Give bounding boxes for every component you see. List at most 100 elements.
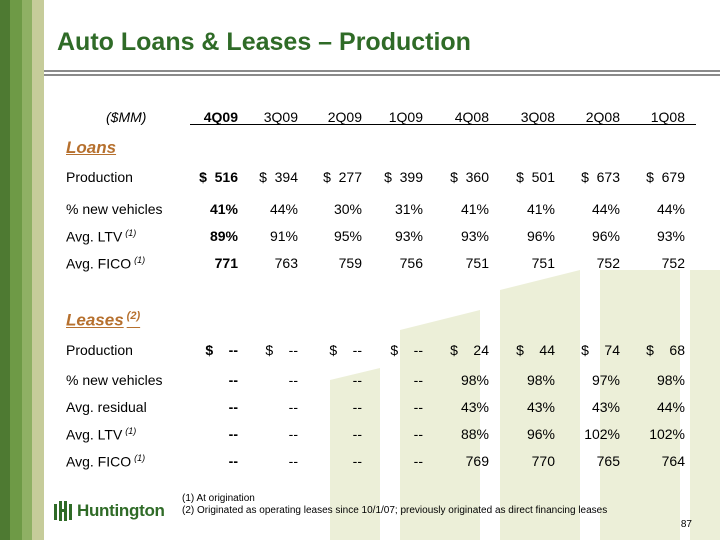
row-label-text: Production	[66, 342, 133, 358]
leases-cell: --	[288, 426, 298, 442]
leases-cell: $ 24	[450, 342, 489, 358]
sidebar-stripe	[0, 0, 10, 540]
leases-row-label: % new vehicles	[66, 372, 163, 388]
loans-row-label: Avg. LTV (1)	[66, 228, 136, 245]
leases-row-label: Production	[66, 342, 133, 358]
leases-cell: 43%	[591, 399, 620, 415]
leases-row-label: Avg. residual	[66, 399, 147, 415]
leases-cell: 98%	[526, 372, 555, 388]
loans-row-label: Production	[66, 169, 133, 185]
loans-cell: 752	[596, 255, 620, 271]
page-number: 87	[680, 519, 692, 530]
loans-cell: 30%	[333, 201, 362, 217]
loans-row-label: Avg. FICO (1)	[66, 255, 145, 272]
leases-row-label: Avg. FICO (1)	[66, 453, 145, 470]
loans-section-title: Loans	[66, 138, 116, 158]
column-header: 1Q09	[388, 109, 423, 125]
row-label-text: Avg. FICO	[66, 255, 132, 272]
loans-cell: 41%	[460, 201, 489, 217]
title-rule	[44, 70, 720, 72]
loans-cell: 96%	[591, 228, 620, 244]
loans-cell: 96%	[526, 228, 555, 244]
loans-cell: $ 673	[581, 169, 620, 185]
leases-cell: --	[228, 426, 238, 442]
leases-row-label: Avg. LTV (1)	[66, 426, 136, 443]
loans-cell: 41%	[526, 201, 555, 217]
loans-cell: 93%	[460, 228, 489, 244]
column-header: 1Q08	[650, 109, 685, 125]
leases-cell: 44%	[656, 399, 685, 415]
leases-cell: --	[413, 453, 423, 469]
loans-cell: 763	[274, 255, 298, 271]
loans-cell: $ 394	[259, 169, 298, 185]
row-label-text: Avg. LTV	[66, 228, 123, 245]
loans-cell: 93%	[394, 228, 423, 244]
page-title: Auto Loans & Leases – Production	[57, 28, 471, 56]
header-underline	[190, 124, 696, 125]
row-label-text: % new vehicles	[66, 372, 163, 388]
row-label-text: Avg. FICO	[66, 453, 132, 470]
leases-title-footnote: (2)	[126, 310, 141, 322]
leases-cell: 770	[531, 453, 555, 469]
loans-cell: 93%	[656, 228, 685, 244]
leases-cell: 97%	[591, 372, 620, 388]
leases-cell: $ 68	[646, 342, 685, 358]
loans-cell: $ 516	[199, 169, 238, 185]
loans-cell: 751	[465, 255, 489, 271]
huntington-logo-icon	[54, 501, 72, 521]
logo-text: Huntington	[77, 501, 165, 520]
column-header: 2Q09	[327, 109, 362, 125]
leases-cell: 765	[596, 453, 620, 469]
loans-cell: 756	[399, 255, 423, 271]
leases-cell: 102%	[584, 426, 620, 442]
column-header: 3Q09	[263, 109, 298, 125]
row-label-text: Production	[66, 169, 133, 185]
footnote-1: (1) At origination	[182, 493, 255, 504]
leases-title-text: Leases	[66, 310, 124, 330]
sidebar-stripe	[10, 0, 22, 540]
loans-cell: 41%	[209, 201, 238, 217]
leases-cell: --	[228, 399, 238, 415]
leases-section-title: Leases (2)	[66, 310, 140, 331]
loans-cell: 44%	[591, 201, 620, 217]
leases-cell: 98%	[460, 372, 489, 388]
leases-cell: --	[288, 372, 298, 388]
leases-cell: 88%	[460, 426, 489, 442]
loans-cell: $ 679	[646, 169, 685, 185]
leases-cell: $ --	[205, 342, 238, 358]
footnote-2: (2) Originated as operating leases since…	[182, 505, 608, 516]
leases-cell: 43%	[526, 399, 555, 415]
loans-cell: 91%	[269, 228, 298, 244]
row-label-text: % new vehicles	[66, 201, 163, 217]
leases-cell: --	[228, 372, 238, 388]
column-header: 2Q08	[585, 109, 620, 125]
leases-cell: $ --	[390, 342, 423, 358]
column-header: 3Q08	[520, 109, 555, 125]
watermark-graphic	[330, 270, 720, 540]
loans-cell: $ 501	[516, 169, 555, 185]
loans-row-label: % new vehicles	[66, 201, 163, 217]
leases-cell: --	[352, 372, 362, 388]
leases-cell: --	[352, 453, 362, 469]
loans-cell: 44%	[269, 201, 298, 217]
leases-cell: 98%	[656, 372, 685, 388]
leases-cell: 96%	[526, 426, 555, 442]
loans-cell: $ 399	[384, 169, 423, 185]
loans-cell: 89%	[209, 228, 238, 244]
sidebar-stripes	[0, 0, 44, 540]
huntington-logo: Huntington	[54, 500, 165, 522]
sidebar-stripe	[22, 0, 32, 540]
leases-cell: --	[413, 426, 423, 442]
loans-cell: 751	[531, 255, 555, 271]
loans-cell: 759	[338, 255, 362, 271]
leases-cell: --	[413, 372, 423, 388]
loans-cell: $ 360	[450, 169, 489, 185]
loans-cell: 752	[661, 255, 685, 271]
leases-cell: 102%	[649, 426, 685, 442]
row-footnote-ref: (1)	[125, 228, 137, 238]
leases-cell: $ 74	[581, 342, 620, 358]
leases-cell: --	[288, 453, 298, 469]
leases-cell: --	[413, 399, 423, 415]
leases-cell: $ --	[329, 342, 362, 358]
